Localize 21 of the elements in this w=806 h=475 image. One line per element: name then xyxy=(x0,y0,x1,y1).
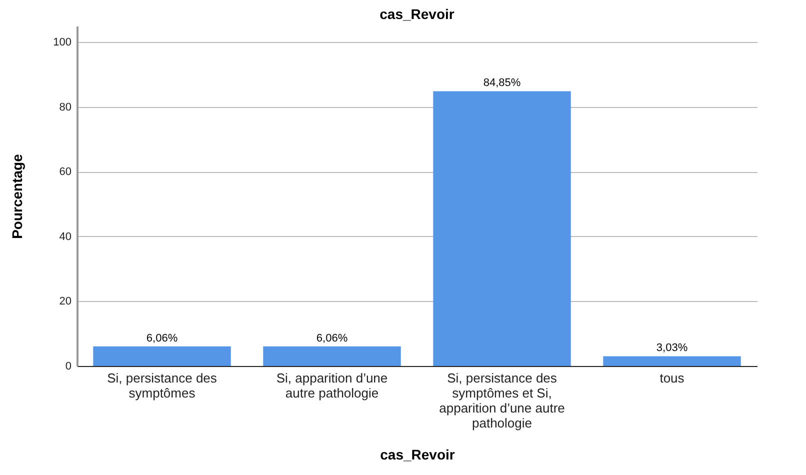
data-label: 6,06% xyxy=(316,332,348,344)
bar xyxy=(433,91,571,366)
y-tick-label: 40 xyxy=(59,230,72,243)
y-tick-label: 80 xyxy=(59,101,72,114)
y-tick-label: 20 xyxy=(59,296,72,308)
y-tick-label: 0 xyxy=(65,360,72,372)
data-label: 6,06% xyxy=(146,332,178,344)
x-axis-title: cas_Revoir xyxy=(380,446,456,462)
x-tick-label: Si, persistance des symptômes xyxy=(107,370,218,400)
x-tick-label: Si, persistance des symptômes et Si, apparition d’une autre pathologie xyxy=(439,370,565,430)
bar xyxy=(603,356,741,366)
y-axis-title: Pourcentage xyxy=(9,154,26,239)
data-label: 3,03% xyxy=(656,342,688,354)
chart-title: cas_Revoir xyxy=(380,6,455,22)
bar xyxy=(263,346,401,366)
bar xyxy=(93,346,231,366)
data-label: 84,85% xyxy=(483,77,521,90)
y-tick-label: 60 xyxy=(59,166,72,178)
x-tick-label: Si, apparition d’une autre pathologie xyxy=(276,370,388,400)
x-tick-label: tous xyxy=(660,370,685,386)
y-tick-label: 100 xyxy=(53,36,72,49)
